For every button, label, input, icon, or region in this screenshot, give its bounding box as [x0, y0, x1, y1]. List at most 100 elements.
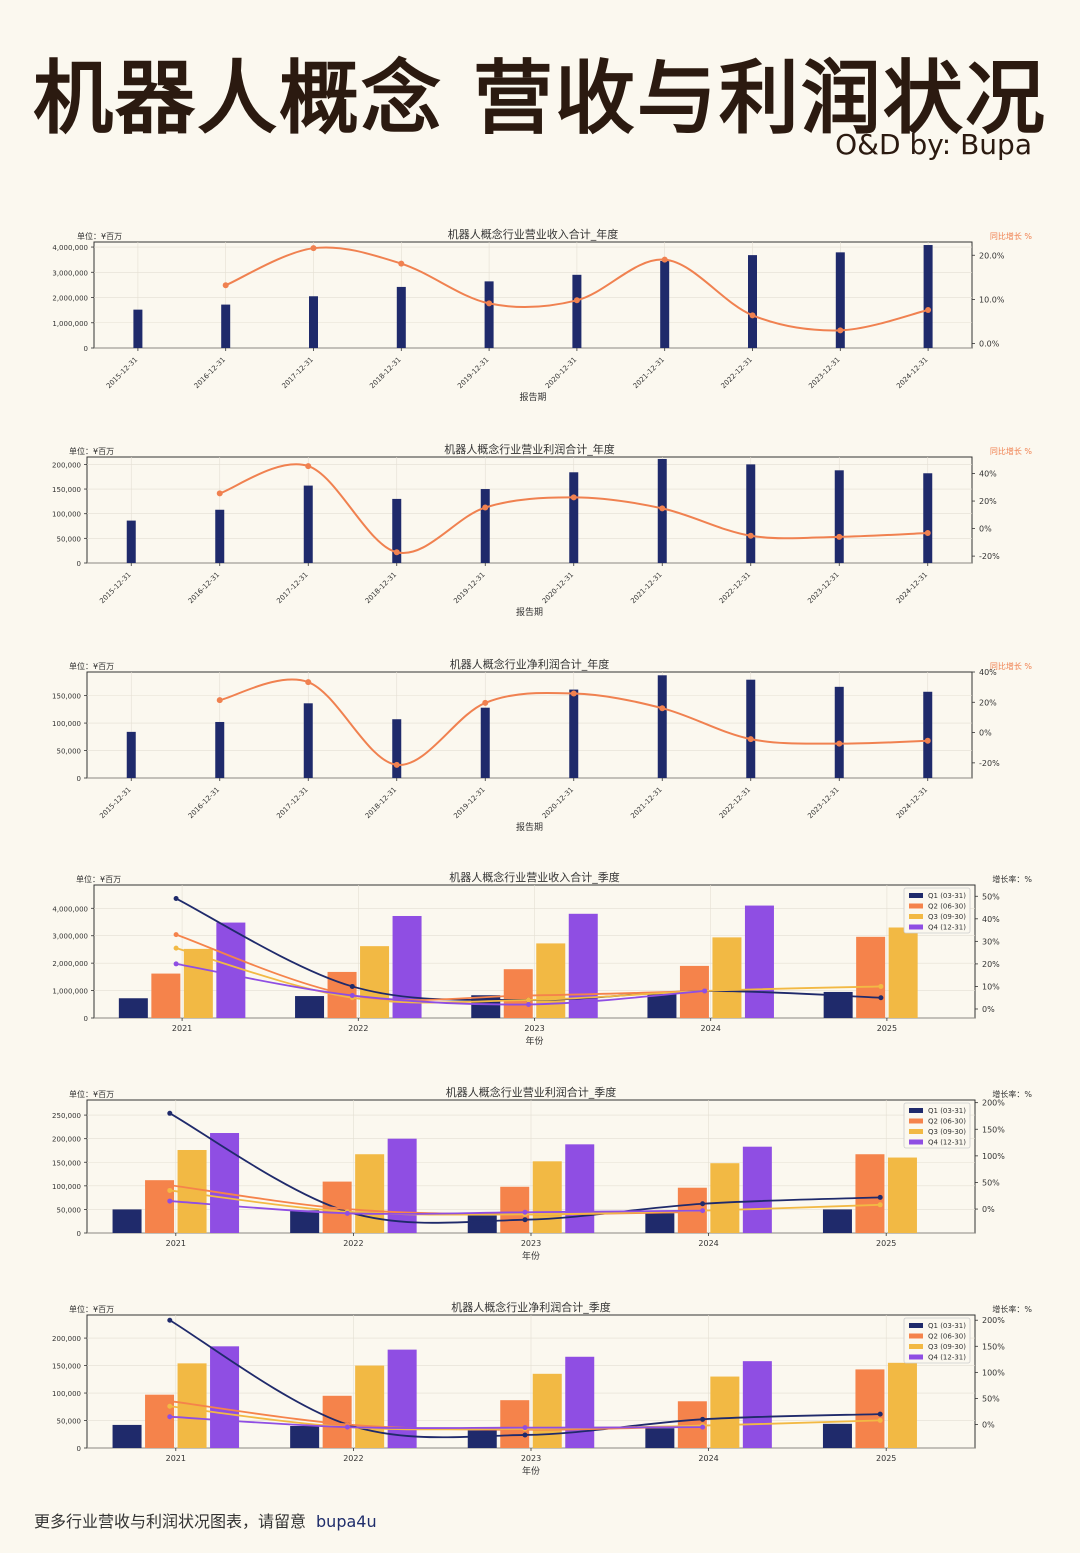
y-tick-label: 200,000 [52, 461, 81, 469]
bar-2025-q2 [855, 1154, 885, 1233]
y2-tick-label: 100% [982, 1152, 1005, 1161]
y2-tick-label: -20% [979, 759, 1000, 768]
bar-2024-q1 [647, 993, 677, 1018]
growth-point-2016-12-31 [216, 697, 223, 704]
x-tick-label: 2015-12-31 [105, 356, 139, 390]
x-tick-label: 2015-12-31 [98, 571, 132, 605]
y2-tick-label: 50% [982, 892, 1000, 901]
unit-label: 单位：¥百万 [77, 231, 122, 241]
growth-point-2016-12-31 [216, 490, 223, 497]
growth-point-2023-12-31 [837, 327, 844, 334]
x-tick-label: 2020-12-31 [544, 356, 578, 390]
x-tick-label: 2016-12-31 [187, 786, 221, 820]
x-tick-label: 2021 [166, 1239, 186, 1248]
x-tick-label: 2015-12-31 [98, 786, 132, 820]
legend-swatch-q1 [909, 1108, 923, 1113]
growth-point-q3 [878, 983, 884, 989]
legend-swatch-q3 [909, 1344, 923, 1349]
right-axis-label: 同比增长 % [990, 231, 1033, 241]
growth-point-2024-12-31 [924, 529, 931, 536]
bar-2025-q2 [855, 1369, 885, 1448]
y2-tick-label: 40% [979, 668, 997, 677]
y-tick-label: 50,000 [57, 1418, 82, 1426]
legend-swatch-q3 [909, 1129, 923, 1134]
bar-2025-q1 [822, 1209, 852, 1233]
bar-2024-q1 [645, 1213, 675, 1233]
x-tick-label: 2021-12-31 [632, 356, 666, 390]
bar-2022-q3 [355, 1154, 385, 1233]
bar-2022-12-31 [746, 679, 756, 778]
y-tick-label: 4,000,000 [52, 244, 88, 252]
legend-label-q3: Q3 (09-30) [928, 1128, 966, 1136]
y2-tick-label: 150% [982, 1342, 1005, 1351]
bar-2017-12-31 [303, 485, 313, 563]
x-tick-label: 2021 [172, 1024, 192, 1033]
growth-point-q1 [700, 1201, 706, 1207]
bar-2020-12-31 [569, 689, 579, 778]
y-tick-label: 150,000 [52, 486, 81, 494]
chart-title: 机器人概念行业净利润合计_年度 [450, 657, 610, 671]
y-tick-label: 150,000 [52, 693, 81, 701]
y2-tick-label: 100% [982, 1368, 1005, 1377]
right-axis-label: 同比增长 % [990, 661, 1033, 671]
growth-point-q4 [700, 1424, 706, 1430]
bar-2021-q1 [118, 998, 148, 1018]
y-tick-label: 1,000,000 [52, 320, 88, 328]
growth-point-q3 [877, 1417, 883, 1423]
x-tick-label: 2023 [521, 1239, 541, 1248]
bar-2021-q4 [210, 1346, 240, 1448]
annual-net-profit-chart: 机器人概念行业净利润合计_年度 单位：¥百万 同比增长 % 0 50,000 100,00… [52, 657, 1033, 833]
x-tick-label: 2018-12-31 [364, 571, 398, 605]
growth-point-2024-12-31 [925, 307, 932, 314]
growth-point-q3 [167, 1187, 173, 1193]
growth-point-q1 [877, 1194, 883, 1200]
quarterly-net-profit-chart: 机器人概念行业净利润合计_季度 单位：¥百万 增长率：% 0 50,000 100,000… [52, 1300, 1032, 1477]
y2-tick-label: 20.0% [979, 251, 1005, 260]
growth-point-2019-12-31 [482, 504, 489, 511]
bar-2025-q1 [822, 1423, 852, 1448]
bar-2018-12-31 [392, 498, 402, 563]
growth-point-2017-12-31 [305, 463, 312, 470]
legend-label-q4: Q4 (12-31) [928, 1354, 966, 1362]
page-title: 机器人概念 营收与利润状况 [33, 52, 1047, 145]
bar-2023-q4 [565, 1356, 595, 1448]
x-axis-label: 年份 [525, 1035, 543, 1047]
y2-tick-label: -20% [979, 552, 1000, 561]
legend-label-q4: Q4 (12-31) [928, 924, 966, 932]
bar-2023-q3 [536, 943, 566, 1018]
x-tick-label: 2016-12-31 [193, 356, 227, 390]
y2-tick-label: 10.0% [979, 295, 1005, 304]
growth-line-q4 [175, 963, 705, 1006]
x-tick-label: 2024-12-31 [895, 571, 929, 605]
bar-2021-q4 [216, 922, 246, 1018]
legend-swatch-q2 [909, 1333, 923, 1339]
plot-area [86, 671, 973, 779]
bar-2020-12-31 [572, 274, 582, 348]
legend-swatch-q1 [909, 1323, 923, 1328]
y2-tick-label: 20% [979, 698, 997, 707]
x-tick-label: 2025 [877, 1024, 897, 1033]
growth-point-q4 [344, 1424, 350, 1430]
legend-swatch-q2 [909, 1118, 923, 1124]
growth-point-2023-12-31 [836, 740, 843, 747]
bar-2022-12-31 [746, 464, 756, 563]
bar-2024-q3 [710, 1376, 740, 1448]
legend-label-q2: Q2 (06-30) [928, 1118, 966, 1126]
y-tick-label: 0 [77, 1445, 81, 1453]
growth-point-q4 [167, 1414, 173, 1420]
x-tick-label: 2022-12-31 [719, 356, 753, 390]
bar-2022-q1 [290, 1426, 320, 1448]
x-tick-label: 2024-12-31 [895, 786, 929, 820]
y-tick-label: 100,000 [52, 1183, 81, 1191]
x-axis-label: 年份 [522, 1250, 540, 1262]
quarterly-revenue-chart: 机器人概念行业营业收入合计_季度 单位：¥百万 增长率：% 0 1,000,000 2,0… [52, 870, 1032, 1047]
y-tick-label: 0 [84, 1015, 88, 1023]
growth-point-2021-12-31 [659, 705, 666, 712]
growth-point-2020-12-31 [570, 494, 577, 501]
bar-2017-12-31 [303, 703, 313, 778]
y2-tick-label: 10% [982, 982, 1000, 991]
x-tick-label: 2022 [343, 1239, 363, 1248]
bar-2024-q4 [742, 1361, 772, 1448]
y-tick-label: 0 [77, 775, 81, 783]
footer-note: 更多行业营收与利润状况图表，请留意 bupa4u [34, 1508, 377, 1532]
